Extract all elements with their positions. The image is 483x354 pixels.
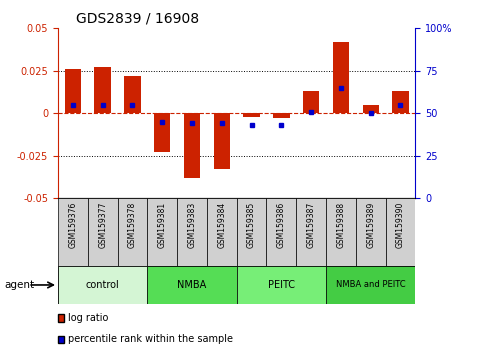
Text: GSM159387: GSM159387 [307, 202, 315, 248]
Text: PEITC: PEITC [268, 280, 295, 290]
Text: GSM159386: GSM159386 [277, 202, 286, 248]
Text: percentile rank within the sample: percentile rank within the sample [68, 335, 233, 344]
Bar [207, 198, 237, 266]
Bar [326, 198, 356, 266]
Bar [356, 198, 385, 266]
Bar [333, 42, 349, 113]
Bar [303, 91, 319, 113]
Text: GSM159390: GSM159390 [396, 202, 405, 248]
Bar [392, 91, 409, 113]
Bar [237, 198, 267, 266]
Text: GSM159383: GSM159383 [187, 202, 197, 248]
Bar [296, 198, 326, 266]
Bar [88, 198, 117, 266]
Bar [184, 113, 200, 178]
Bar [124, 76, 141, 113]
Bar [385, 198, 415, 266]
Bar [58, 198, 88, 266]
Text: GSM159377: GSM159377 [98, 202, 107, 248]
Bar [177, 198, 207, 266]
Text: GSM159381: GSM159381 [158, 202, 167, 248]
Text: GSM159384: GSM159384 [217, 202, 226, 248]
Text: control: control [86, 280, 119, 290]
Bar [213, 113, 230, 169]
Text: GSM159389: GSM159389 [366, 202, 375, 248]
Text: GSM159385: GSM159385 [247, 202, 256, 248]
Bar [273, 113, 289, 118]
Bar [243, 113, 260, 117]
Bar [117, 198, 147, 266]
Text: GDS2839 / 16908: GDS2839 / 16908 [76, 12, 199, 26]
Text: log ratio: log ratio [68, 313, 108, 323]
Bar [237, 266, 326, 304]
Text: GSM159388: GSM159388 [337, 202, 345, 248]
Text: agent: agent [5, 280, 35, 290]
Bar [154, 113, 170, 152]
Bar [326, 266, 415, 304]
Bar [65, 69, 81, 113]
Text: GSM159376: GSM159376 [69, 202, 77, 248]
Text: GSM159378: GSM159378 [128, 202, 137, 248]
Bar [147, 266, 237, 304]
Bar [267, 198, 296, 266]
Text: NMBA and PEITC: NMBA and PEITC [336, 280, 406, 290]
Bar [363, 105, 379, 113]
Text: NMBA: NMBA [177, 280, 207, 290]
Bar [147, 198, 177, 266]
Bar [58, 266, 147, 304]
Bar [95, 67, 111, 113]
